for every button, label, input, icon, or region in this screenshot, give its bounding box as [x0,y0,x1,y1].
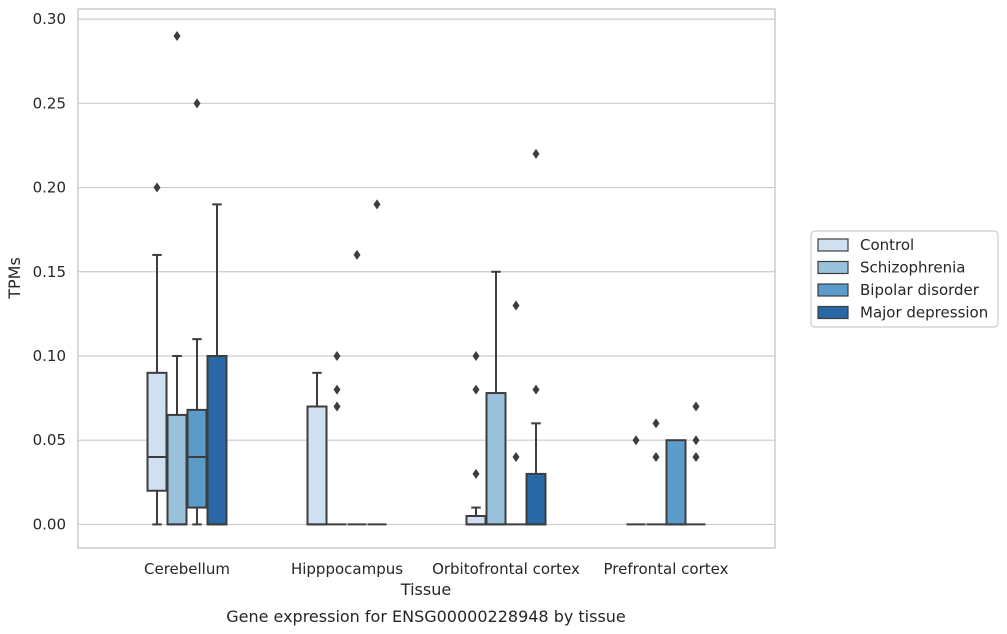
box [166,413,188,526]
legend-label: Bipolar disorder [860,281,980,299]
legend-label: Control [860,236,914,254]
legend-swatch [817,283,849,297]
box [485,392,507,526]
x-axis-label: Tissue [400,580,451,599]
outlier-point [632,435,640,446]
outlier-point [353,249,361,260]
outlier-point [692,401,700,412]
y-axis-label: TPMs [5,257,24,300]
outlier-point [333,350,341,361]
legend-swatch [817,260,849,275]
y-tick-label: 0.30 [33,10,66,28]
outlier-point [373,199,381,210]
outlier-point [333,401,341,412]
x-tick-label: Prefrontal cortex [604,560,729,578]
box [206,354,228,526]
box-plot-elements [146,30,706,526]
outlier-point [472,350,480,361]
outlier-point [512,300,520,311]
y-tick-label: 0.05 [33,431,66,449]
outlier-point [532,384,540,395]
figure-caption: Gene expression for ENSG00000228948 by t… [226,607,626,626]
outlier-point [333,384,341,395]
box [146,371,168,492]
x-tick-labels: Cerebellum Hipppocampus Orbitofrontal cort… [144,560,729,578]
outlier-point [692,452,700,463]
y-tick-label: 0.15 [33,263,66,281]
y-tick-labels: 0.00 0.05 0.10 0.15 0.20 0.25 0.30 [33,10,66,533]
box [306,405,328,526]
legend: Control Schizophrenia Bipolar disorder Majo… [810,230,999,328]
y-tick-label: 0.10 [33,347,66,365]
x-tick-label: Hipppocampus [291,560,403,578]
legend-frame [810,230,999,328]
outlier-point [532,148,540,159]
legend-label: Major depression [860,304,988,322]
box [525,472,547,526]
legend-swatch [817,238,849,252]
y-tick-label: 0.25 [33,94,66,112]
outlier-point [472,384,480,395]
outlier-point [472,468,480,479]
box [465,514,487,526]
legend-label: Schizophrenia [860,259,965,277]
box [665,439,687,526]
outlier-point [652,452,660,463]
outlier-point [512,452,520,463]
outlier-point [692,435,700,446]
outlier-point [652,418,660,429]
x-tick-label: Orbitofrontal cortex [432,560,580,578]
outlier-point [173,30,181,41]
plot-frame [77,8,776,549]
outlier-point [153,182,161,193]
box [186,408,208,509]
y-tick-label: 0.00 [33,515,66,533]
y-tick-label: 0.20 [33,179,66,197]
x-tick-label: Cerebellum [144,560,230,578]
outlier-point [193,98,201,109]
legend-swatch [817,305,849,320]
